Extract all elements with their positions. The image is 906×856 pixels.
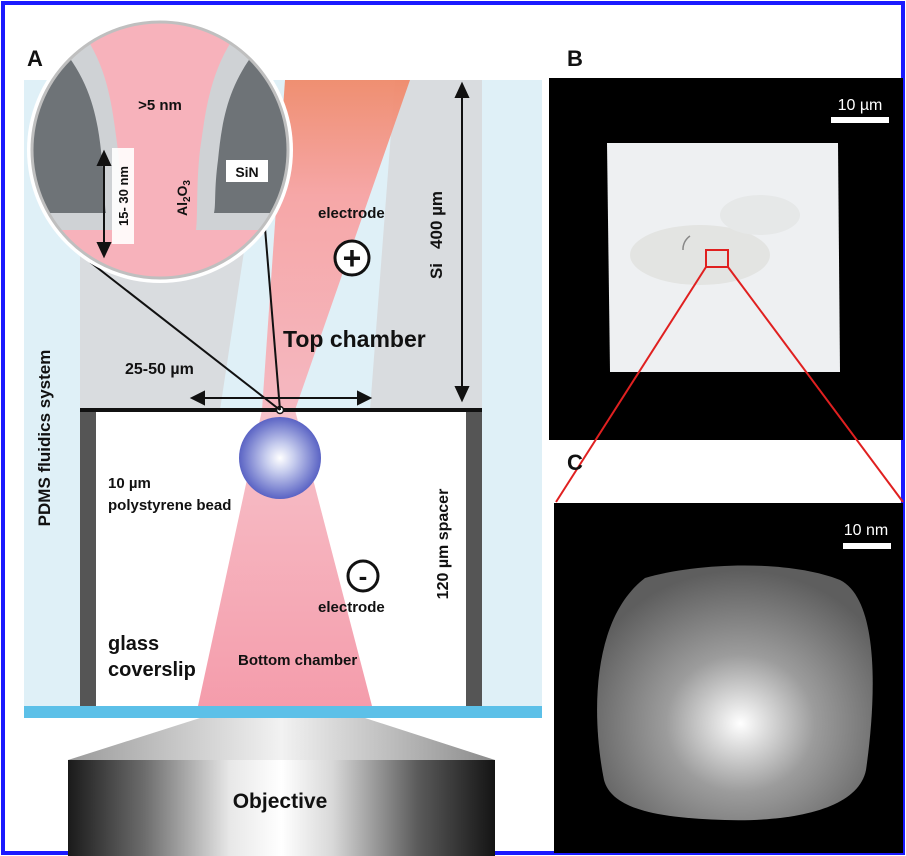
spacer-right (466, 410, 482, 706)
inset-connector-left (89, 261, 281, 411)
beam-bottom (198, 410, 372, 706)
objective-cone (68, 718, 495, 760)
positive-electrode-symbol (333, 239, 371, 277)
panel-a: Objective 25-50 µm Si400 µm electrode + … (24, 17, 542, 856)
si-wall-right (370, 80, 482, 410)
objective-body (68, 760, 495, 856)
spacer-left (80, 410, 96, 706)
objective-label: Objective (233, 790, 328, 813)
bead-size-label: 10 µm (108, 475, 151, 492)
inset-connector-right (263, 215, 281, 411)
bead-name-label: polystyrene bead (108, 497, 231, 514)
top-chamber-label: Top chamber (283, 326, 426, 352)
bottom-chamber-label: Bottom chamber (238, 652, 357, 669)
inset-sin-label: SiN (235, 164, 258, 180)
pore-image (597, 565, 873, 821)
electrode-bottom-label: electrode (318, 599, 385, 616)
coverslip-label: coverslip (108, 659, 196, 681)
inset-gap-label: >5 nm (138, 97, 182, 114)
scale-label-b: 10 µm (838, 97, 883, 114)
panel-b: B 10 µm (549, 46, 903, 440)
inset-al2o3-label: Al2O3 (174, 180, 193, 216)
scale-bar-b (831, 117, 889, 123)
panel-c-letter: C (567, 450, 583, 475)
inset-thickness-label: 15- 30 nm (116, 166, 131, 226)
panel-b-letter: B (567, 46, 583, 71)
polystyrene-bead (239, 417, 321, 499)
si-height-arrow (454, 81, 470, 403)
minus-sign: - (359, 561, 368, 591)
scale-bar-c (843, 543, 891, 549)
spacer-label: 120 µm spacer (435, 489, 452, 600)
glass-label: glass (108, 633, 159, 655)
nanopore-inset: 15- 30 nm >5 nm SiN Al2O3 (27, 17, 293, 283)
negative-electrode-symbol (346, 559, 380, 593)
pdms-label: PDMS fluidics system (35, 350, 54, 527)
zoom-line-left (555, 266, 707, 503)
si-height-label: Si400 µm (427, 191, 446, 279)
plus-sign: + (343, 240, 362, 276)
beam-top (262, 80, 410, 410)
electrode-top-label: electrode (318, 205, 385, 222)
pore-width-label: 25-50 µm (125, 361, 194, 378)
panel-c: C 10 nm (554, 450, 903, 853)
panel-a-letter: A (27, 46, 43, 71)
pore-width-arrow (189, 390, 373, 406)
membrane-square (607, 143, 840, 372)
zoom-box (705, 249, 729, 268)
scale-label-c: 10 nm (844, 522, 888, 539)
zoom-line-right (727, 266, 904, 503)
glass-coverslip-bar (24, 706, 542, 718)
